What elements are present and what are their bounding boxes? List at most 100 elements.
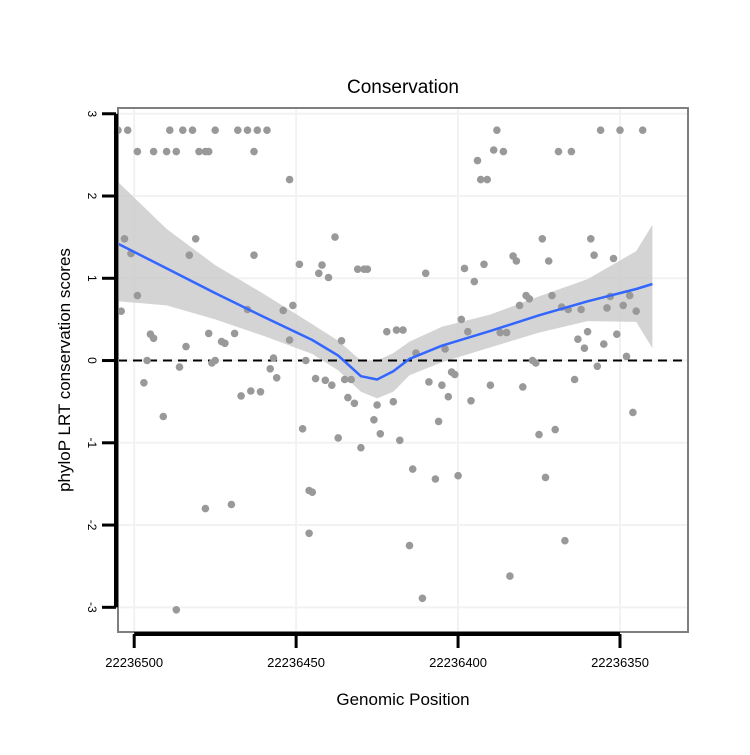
data-point	[583, 327, 592, 336]
data-point	[179, 126, 187, 134]
data-point	[441, 345, 449, 353]
data-point	[204, 147, 213, 156]
grid	[118, 108, 688, 632]
data-point	[567, 147, 576, 156]
data-point	[204, 329, 213, 338]
data-point	[230, 329, 239, 338]
data-point	[263, 126, 271, 134]
data-point	[596, 126, 605, 134]
data-point	[250, 251, 258, 259]
data-point	[561, 536, 569, 545]
data-point	[308, 488, 317, 497]
data-point	[227, 500, 236, 509]
data-point	[603, 304, 611, 312]
data-point	[580, 344, 589, 353]
data-point	[234, 126, 242, 134]
data-point	[237, 392, 245, 400]
data-point	[140, 379, 148, 387]
data-point	[470, 277, 479, 286]
y-tick-label: -1	[85, 437, 99, 448]
data-point	[619, 301, 627, 310]
data-point	[149, 334, 158, 343]
y-tick-label: -2	[85, 520, 99, 531]
data-point	[269, 354, 278, 362]
data-point	[622, 352, 631, 361]
x-tick-label: 22236450	[267, 655, 325, 670]
data-point	[438, 381, 446, 390]
data-point	[532, 359, 540, 367]
data-point	[123, 126, 132, 134]
data-point	[570, 375, 579, 384]
data-point	[295, 260, 304, 269]
data-point	[182, 342, 190, 351]
data-point	[587, 235, 595, 243]
data-point	[541, 473, 550, 482]
data-point	[221, 339, 229, 348]
data-point	[506, 572, 514, 580]
data-point	[638, 126, 647, 134]
y-tick-label: 0	[85, 357, 99, 364]
data-point	[600, 340, 608, 348]
data-point	[421, 269, 430, 278]
data-point	[243, 126, 252, 134]
data-point	[162, 147, 171, 156]
y-tick-label: -3	[85, 602, 99, 613]
data-point	[408, 465, 417, 473]
data-point	[625, 291, 634, 300]
data-point	[473, 156, 482, 165]
y-tick-label: 1	[85, 275, 99, 282]
data-point	[370, 416, 378, 424]
data-point	[476, 175, 485, 184]
data-point	[344, 393, 352, 402]
data-point	[499, 147, 508, 156]
data-point	[188, 126, 197, 134]
data-point	[389, 397, 398, 406]
data-point	[311, 374, 320, 383]
data-point	[305, 529, 313, 538]
smooth-fit-line	[117, 242, 653, 381]
data-point	[525, 295, 534, 303]
data-point	[211, 126, 219, 134]
data-point	[554, 147, 563, 156]
data-point	[512, 257, 521, 265]
data-point	[535, 430, 543, 439]
data-point	[464, 327, 472, 336]
data-point	[502, 328, 511, 337]
data-point	[350, 399, 359, 408]
data-point	[133, 147, 142, 156]
data-point	[279, 306, 288, 315]
data-point	[519, 383, 527, 391]
y-axis-label: phyloP LRT conservation scores	[55, 248, 74, 492]
data-point	[457, 315, 466, 324]
data-point	[376, 430, 385, 438]
data-point	[120, 235, 129, 243]
data-point	[632, 307, 640, 316]
x-tick-label: 22236350	[591, 655, 649, 670]
axes: -3 -2 -1 0 1 2 3 22236500 22236450 22236400 222363…	[85, 110, 649, 670]
data-point	[117, 307, 125, 316]
data-point	[590, 251, 598, 259]
data-point	[451, 370, 459, 379]
data-point	[247, 387, 255, 395]
data-point	[318, 261, 326, 269]
data-point	[256, 388, 265, 396]
data-point	[548, 291, 556, 300]
data-point	[373, 401, 381, 409]
data-point	[551, 425, 559, 434]
data-point	[266, 365, 275, 373]
data-point	[383, 327, 391, 336]
x-axis-label: Genomic Position	[336, 690, 469, 709]
data-point	[334, 434, 343, 442]
data-points	[114, 126, 647, 614]
data-point	[609, 254, 618, 263]
data-point	[133, 291, 142, 300]
data-point	[149, 147, 158, 156]
data-point	[321, 376, 330, 385]
data-point	[425, 378, 433, 386]
data-point	[285, 175, 294, 184]
data-point	[486, 381, 495, 390]
data-point	[431, 475, 440, 483]
confidence-band-area	[118, 182, 653, 399]
data-point	[191, 235, 200, 243]
